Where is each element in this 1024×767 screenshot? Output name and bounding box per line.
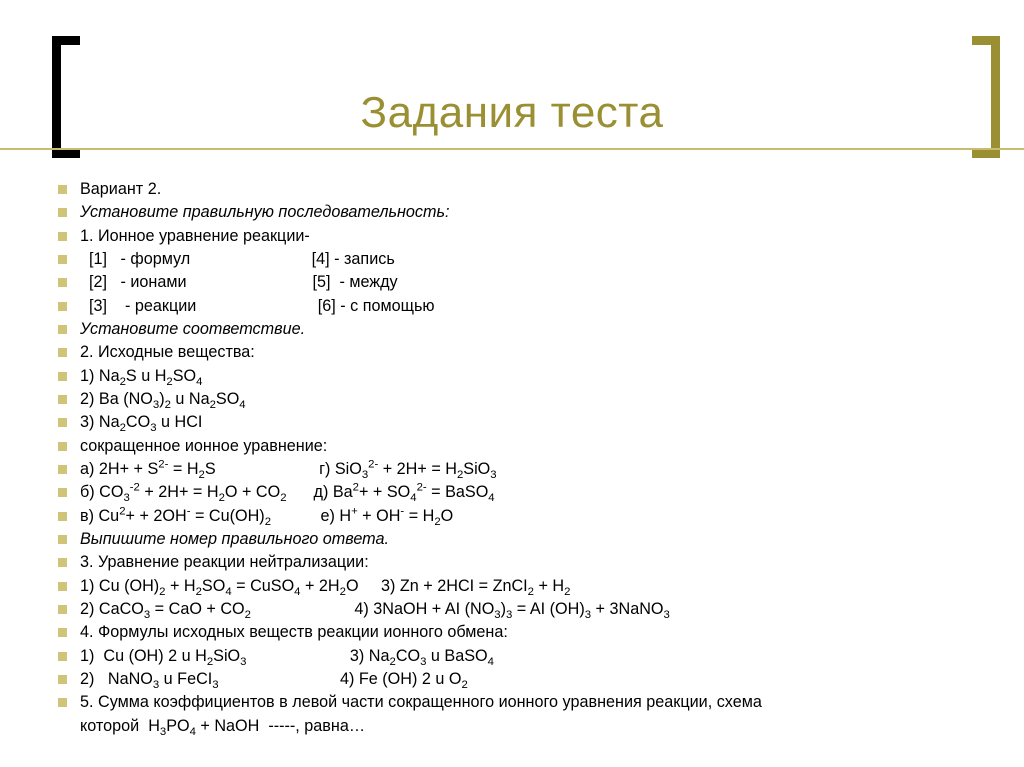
body-line: 2) CaCO3 = CaO + CO2 4) 3NaOH + AI (NO3)… [58,598,994,621]
line-text: сокращенное ионное уравнение: [80,435,994,458]
line-text: б) CO3-2 + 2H+ = H2O + CO2 д) Ba2+ + SO4… [80,481,994,504]
bullet-icon [58,442,67,451]
bullet-icon [58,278,67,287]
bullet-icon [58,605,67,614]
body-line: 2) NaNO3 u FeCI3 4) Fe (OH) 2 u O2 [58,668,994,691]
body-line: 5. Сумма коэффициентов в левой части сок… [58,691,994,738]
bullet-icon [58,465,67,474]
body-line: а) 2H+ + S2- = H2S г) SiO32- + 2H+ = H2S… [58,458,994,481]
body-line: сокращенное ионное уравнение: [58,435,994,458]
body-line: 2) Ba (NO3)2 u Na2SO4 [58,388,994,411]
bullet-icon [58,698,67,707]
bullet-icon [58,558,67,567]
bullet-icon [58,372,67,381]
line-text: 3. Уравнение реакции нейтрализации: [80,551,994,574]
horizontal-rule [0,148,1024,150]
body-line: [3] - реакции [6] - с помощью [58,295,994,318]
bullet-icon [58,512,67,521]
bullet-icon [58,418,67,427]
body-line: Установите правильную последовательность… [58,201,994,224]
line-text: 1) Cu (OH)2 + H2SO4 = CuSO4 + 2H2O 3) Zn… [80,575,994,598]
body-line: 1) Na2S u H2SO4 [58,365,994,388]
body-line: Выпишите номер правильного ответа. [58,528,994,551]
line-text: 5. Сумма коэффициентов в левой части сок… [80,691,994,738]
line-text: 2. Исходные вещества: [80,341,994,364]
line-text: 3) Na2CO3 u HCI [80,411,994,434]
body-line: [2] - ионами [5] - между [58,271,994,294]
body-line: 1) Cu (OH) 2 u H2SiO3 3) Na2CO3 u BaSO4 [58,645,994,668]
line-text: Установите соответствие. [80,318,994,341]
line-text: 1. Ионное уравнение реакции- [80,225,994,248]
bullet-icon [58,652,67,661]
body-line: Установите соответствие. [58,318,994,341]
bullet-icon [58,675,67,684]
slide-body: Вариант 2.Установите правильную последов… [58,178,994,738]
line-text: 2) CaCO3 = CaO + CO2 4) 3NaOH + AI (NO3)… [80,598,994,621]
body-line: 3. Уравнение реакции нейтрализации: [58,551,994,574]
line-text: Вариант 2. [80,178,954,201]
line-text: [2] - ионами [5] - между [80,271,994,294]
line-text: 4. Формулы исходных веществ реакции ионн… [80,621,994,644]
bullet-icon [58,232,67,241]
bullet-icon [58,185,67,194]
line-text: Выпишите номер правильного ответа. [80,528,994,551]
line-text: [3] - реакции [6] - с помощью [80,295,994,318]
bullet-icon [58,255,67,264]
line-text: [1] - формул [4] - запись [80,248,994,271]
line-text: а) 2H+ + S2- = H2S г) SiO32- + 2H+ = H2S… [80,458,994,481]
body-line: [1] - формул [4] - запись [58,248,994,271]
slide-title: Задания теста [0,88,1024,138]
body-line: 4. Формулы исходных веществ реакции ионн… [58,621,994,644]
bullet-icon [58,628,67,637]
body-line: 3) Na2CO3 u HCI [58,411,994,434]
line-text: Установите правильную последовательность… [80,201,994,224]
body-line: в) Cu2+ + 2OH- = Cu(OH)2 е) H+ + OH- = H… [58,505,994,528]
line-text: 1) Cu (OH) 2 u H2SiO3 3) Na2CO3 u BaSO4 [80,645,994,668]
bullet-icon [58,535,67,544]
line-text: 1) Na2S u H2SO4 [80,365,994,388]
line-text: в) Cu2+ + 2OH- = Cu(OH)2 е) H+ + OH- = H… [80,505,994,528]
line-text: 2) Ba (NO3)2 u Na2SO4 [80,388,994,411]
bullet-icon [58,348,67,357]
body-line: Вариант 2. [58,178,994,201]
bullet-icon [58,325,67,334]
body-line: б) CO3-2 + 2H+ = H2O + CO2 д) Ba2+ + SO4… [58,481,994,504]
bullet-icon [58,302,67,311]
body-line: 1. Ионное уравнение реакции- [58,225,994,248]
body-line: 1) Cu (OH)2 + H2SO4 = CuSO4 + 2H2O 3) Zn… [58,575,994,598]
bullet-icon [58,582,67,591]
bullet-icon [58,488,67,497]
body-line: 2. Исходные вещества: [58,341,994,364]
bullet-icon [58,395,67,404]
bullet-icon [58,208,67,217]
line-text: 2) NaNO3 u FeCI3 4) Fe (OH) 2 u O2 [80,668,994,691]
